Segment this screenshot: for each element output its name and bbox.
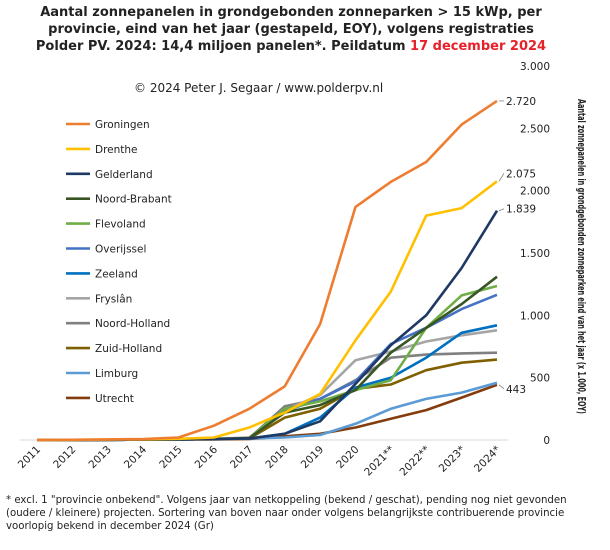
- y-tick-label: 500: [530, 373, 550, 385]
- end-value-label: 2.720: [506, 96, 536, 108]
- end-label-leader: [498, 208, 505, 212]
- y-tick-label: 2.500: [520, 123, 550, 135]
- legend-label: Gelderland: [95, 169, 153, 181]
- end-value-label: 443: [506, 384, 526, 396]
- legend-label: Drenthe: [95, 144, 138, 156]
- y-tick-label: 0: [543, 435, 550, 447]
- y-tick-label: 2.000: [520, 186, 550, 198]
- legend-label: Zuid-Holland: [95, 343, 162, 355]
- series-line-flevoland: [36, 284, 498, 442]
- end-value-label: 1.839: [506, 204, 536, 216]
- x-tick-label: 2014: [122, 443, 150, 471]
- x-tick-label: 2017: [228, 444, 255, 471]
- title-date: 17 december 2024: [410, 39, 547, 54]
- series-lines: [36, 99, 499, 442]
- x-tick-label: 2019: [299, 444, 326, 471]
- title-line-3: Polder PV. 2024: 14,4 miljoen panelen*. …: [35, 39, 406, 54]
- x-tick-label: 2020: [334, 444, 361, 471]
- series-line-limburg: [36, 381, 498, 442]
- x-tick-label: 2022**: [398, 444, 433, 479]
- legend-label: Groningen: [95, 119, 150, 131]
- end-label-leader: [498, 384, 505, 390]
- x-tick-label: 2018: [263, 444, 290, 471]
- end-value-labels: 2.720 2.075 1.839 443: [498, 96, 536, 396]
- x-tick-label: 2015: [157, 444, 184, 471]
- legend-label: Limburg: [95, 368, 138, 380]
- y-tick-label: 1.000: [520, 310, 550, 322]
- x-tick-label: 2012: [51, 444, 78, 471]
- line-chart: 0 500 1.000 1.500 2.000 2.500 3.000 2011 2012 201…: [16, 61, 587, 479]
- legend-label: Zeeland: [95, 268, 138, 280]
- x-tick-label: 2016: [193, 443, 221, 471]
- y-tick-label: 3.000: [520, 61, 550, 73]
- x-tick-label: 2024*: [472, 444, 503, 475]
- copyright-text: © 2024 Peter J. Segaar / www.polderpv.nl: [134, 81, 383, 95]
- y-tick-label: 1.500: [520, 248, 550, 260]
- title-line-1: Aantal zonnepanelen in grondgebonden zon…: [40, 5, 542, 20]
- chart-title: Aantal zonnepanelen in grondgebonden zon…: [0, 4, 582, 55]
- x-tick-label: 2021**: [362, 444, 397, 479]
- x-tick-label: 2011: [16, 444, 43, 471]
- legend-label: Overijssel: [95, 244, 146, 256]
- end-label-leader: [498, 173, 505, 182]
- legend: Groningen Drenthe Gelderland Noord-Brabant F…: [66, 119, 172, 405]
- legend-label: Noord-Holland: [95, 318, 170, 330]
- end-value-label: 2.075: [506, 168, 536, 180]
- legend-label: Fryslân: [95, 293, 132, 305]
- x-tick-label: 2023*: [437, 444, 468, 475]
- footnote: * excl. 1 "provincie onbekend". Volgens …: [6, 495, 567, 532]
- series-line-groningen: [36, 99, 498, 442]
- legend-label: Flevoland: [95, 219, 146, 231]
- legend-label: Noord-Brabant: [95, 194, 172, 206]
- y-axis-label: Aantal zonnepanelen in grondgebonden zon…: [575, 99, 587, 414]
- title-line-2: provincie, eind van het jaar (gestapeld,…: [48, 22, 534, 37]
- legend-label: Utrecht: [95, 393, 134, 405]
- x-tick-label: 2013: [87, 444, 114, 471]
